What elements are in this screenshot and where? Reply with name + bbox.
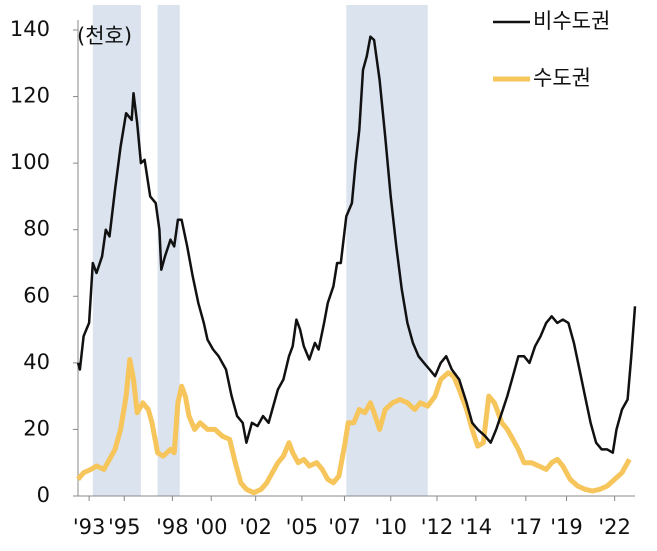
x-tick-label: '10 — [374, 515, 407, 539]
shaded-period — [92, 5, 141, 496]
y-tick-label: 100 — [10, 150, 50, 174]
x-tick-label: '17 — [510, 515, 543, 539]
x-tick-label: '14 — [460, 515, 493, 539]
shaded-period — [346, 5, 428, 496]
x-tick-label: '19 — [550, 515, 583, 539]
y-tick-label: 140 — [10, 17, 50, 41]
y-tick-label: 80 — [23, 217, 50, 241]
x-tick-label: '12 — [421, 515, 454, 539]
y-tick-label: 120 — [10, 84, 50, 108]
y-tick-label: 20 — [23, 416, 50, 440]
x-tick-label: '00 — [195, 515, 228, 539]
x-tick-label: '22 — [598, 515, 631, 539]
unit-annotation: (천호) — [77, 24, 132, 48]
y-tick-label: 60 — [23, 283, 50, 307]
y-tick-label: 0 — [37, 483, 50, 507]
shaded-period — [157, 5, 180, 496]
x-tick-label: '07 — [328, 515, 361, 539]
x-tick-label: '93 — [73, 515, 106, 539]
x-tick-label: '98 — [156, 515, 189, 539]
x-tick-label: '05 — [286, 515, 319, 539]
series-line — [76, 35, 637, 454]
legend-label: 비수도권 — [533, 9, 610, 33]
legend-label: 수도권 — [533, 66, 591, 90]
y-tick-label: 40 — [23, 350, 50, 374]
x-tick-label: '02 — [239, 515, 272, 539]
x-tick-label: '95 — [108, 515, 141, 539]
series-line — [76, 357, 632, 496]
